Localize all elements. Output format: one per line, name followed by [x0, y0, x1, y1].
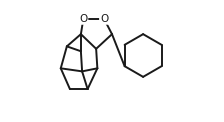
- Text: O: O: [79, 14, 87, 24]
- Text: O: O: [100, 14, 108, 24]
